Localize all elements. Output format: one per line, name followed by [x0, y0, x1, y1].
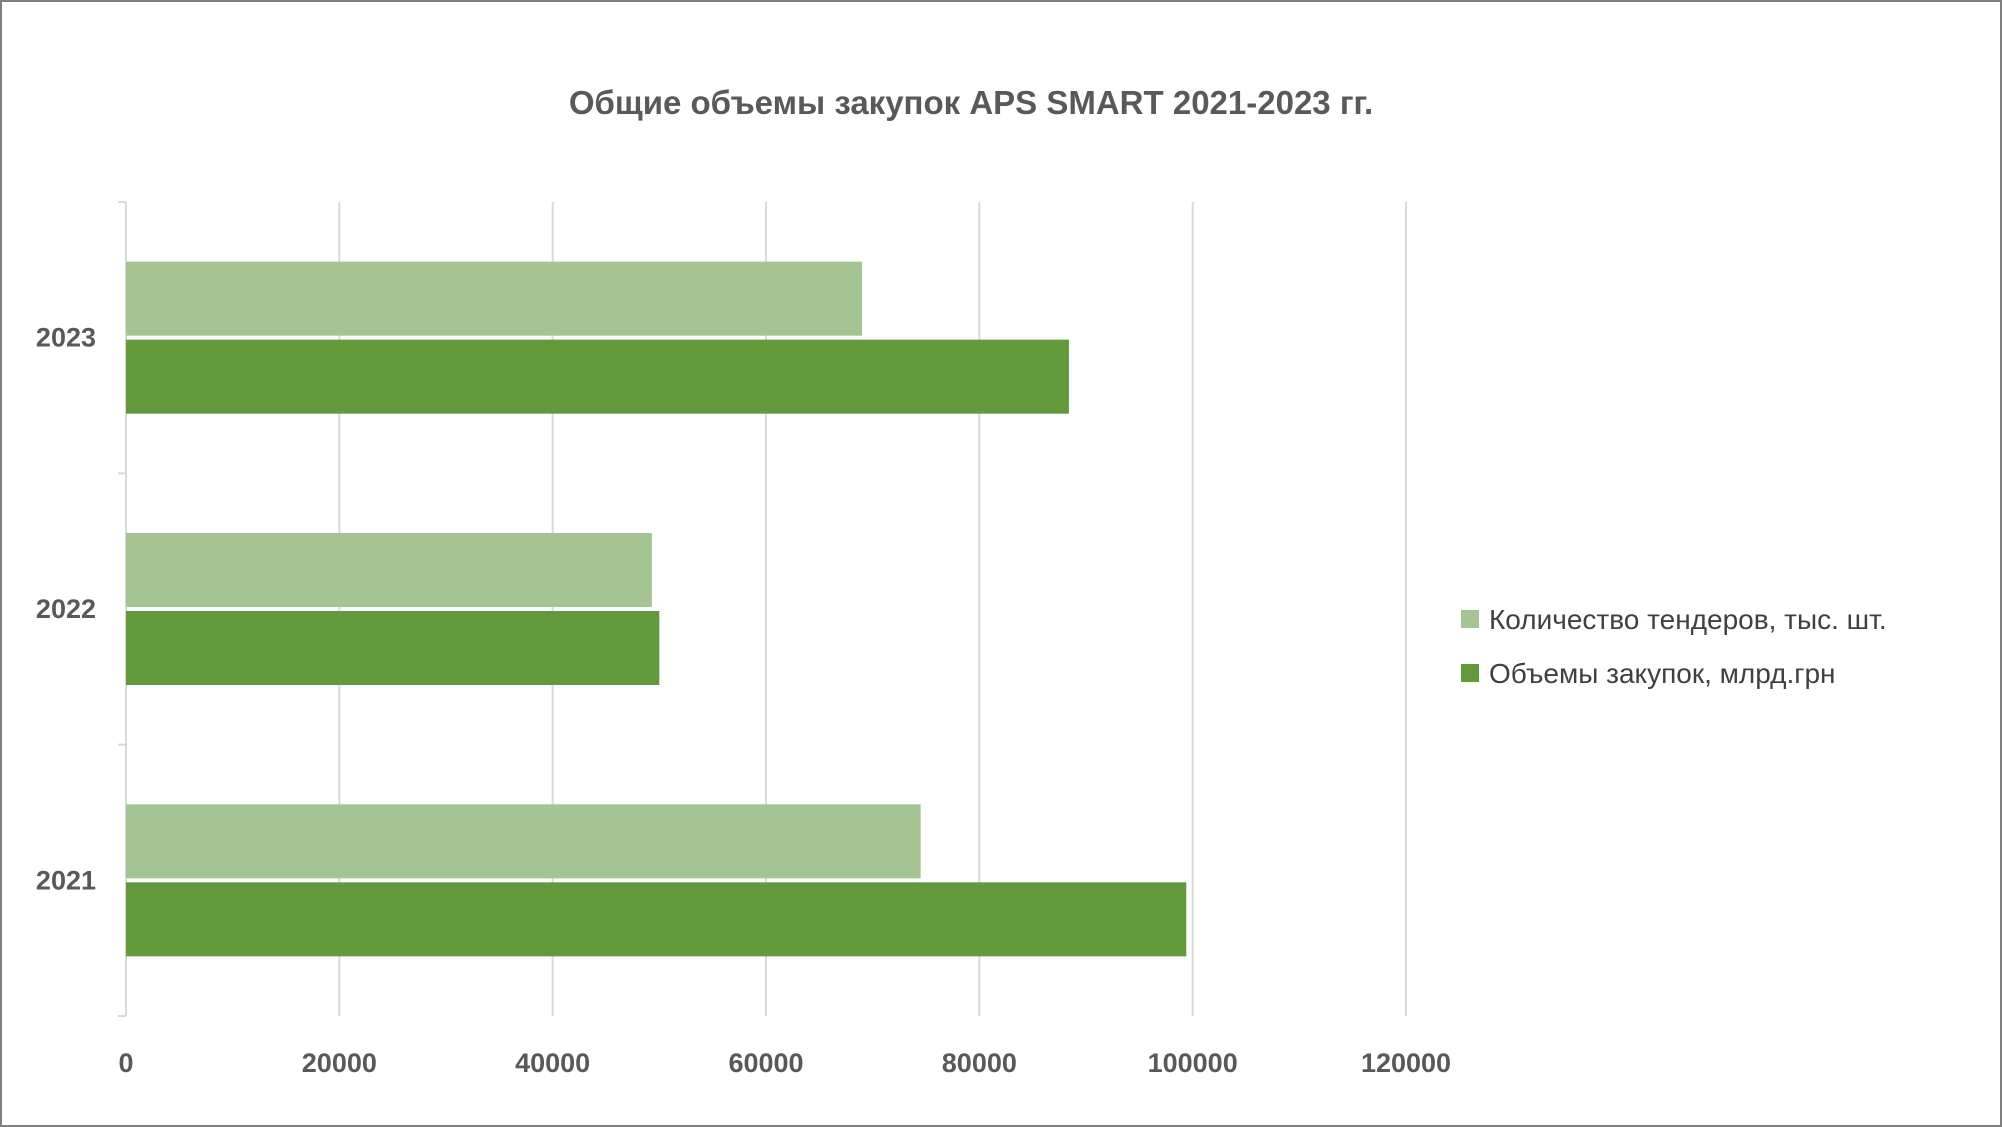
bars	[126, 261, 1187, 957]
x-tick-label: 0	[118, 1048, 133, 1078]
legend-label: Количество тендеров, тыс. шт.	[1489, 604, 1887, 635]
legend-item: Количество тендеров, тыс. шт.	[1461, 604, 1887, 635]
chart-title: Общие объемы закупок APS SMART 2021-2023…	[569, 84, 1373, 121]
bar	[126, 804, 921, 879]
bar	[126, 339, 1069, 414]
legend-swatch	[1461, 664, 1479, 682]
y-tick-label: 2021	[36, 865, 96, 895]
axes	[118, 201, 127, 1017]
x-tick-label: 80000	[942, 1048, 1017, 1078]
y-tick-label: 2023	[36, 323, 96, 353]
x-tick-label: 100000	[1148, 1048, 1238, 1078]
bar	[126, 882, 1187, 957]
legend-item: Объемы закупок, млрд.грн	[1461, 658, 1836, 689]
legend-label: Объемы закупок, млрд.грн	[1489, 658, 1836, 689]
legend-swatch	[1461, 610, 1479, 628]
bar	[126, 611, 660, 685]
y-tick-label: 2022	[36, 594, 96, 624]
x-tick-label: 60000	[728, 1048, 803, 1078]
x-tick-label: 40000	[515, 1048, 590, 1078]
legend: Количество тендеров, тыс. шт. Объемы заку…	[1461, 604, 1887, 689]
x-tick-label: 20000	[302, 1048, 377, 1078]
gridlines	[338, 202, 1407, 1016]
tick-labels: 0 20000 40000 60000 80000 100000 120000 2021 202…	[36, 323, 1451, 1078]
bar	[126, 533, 652, 607]
x-tick-label: 120000	[1361, 1048, 1451, 1078]
bar	[126, 261, 862, 336]
